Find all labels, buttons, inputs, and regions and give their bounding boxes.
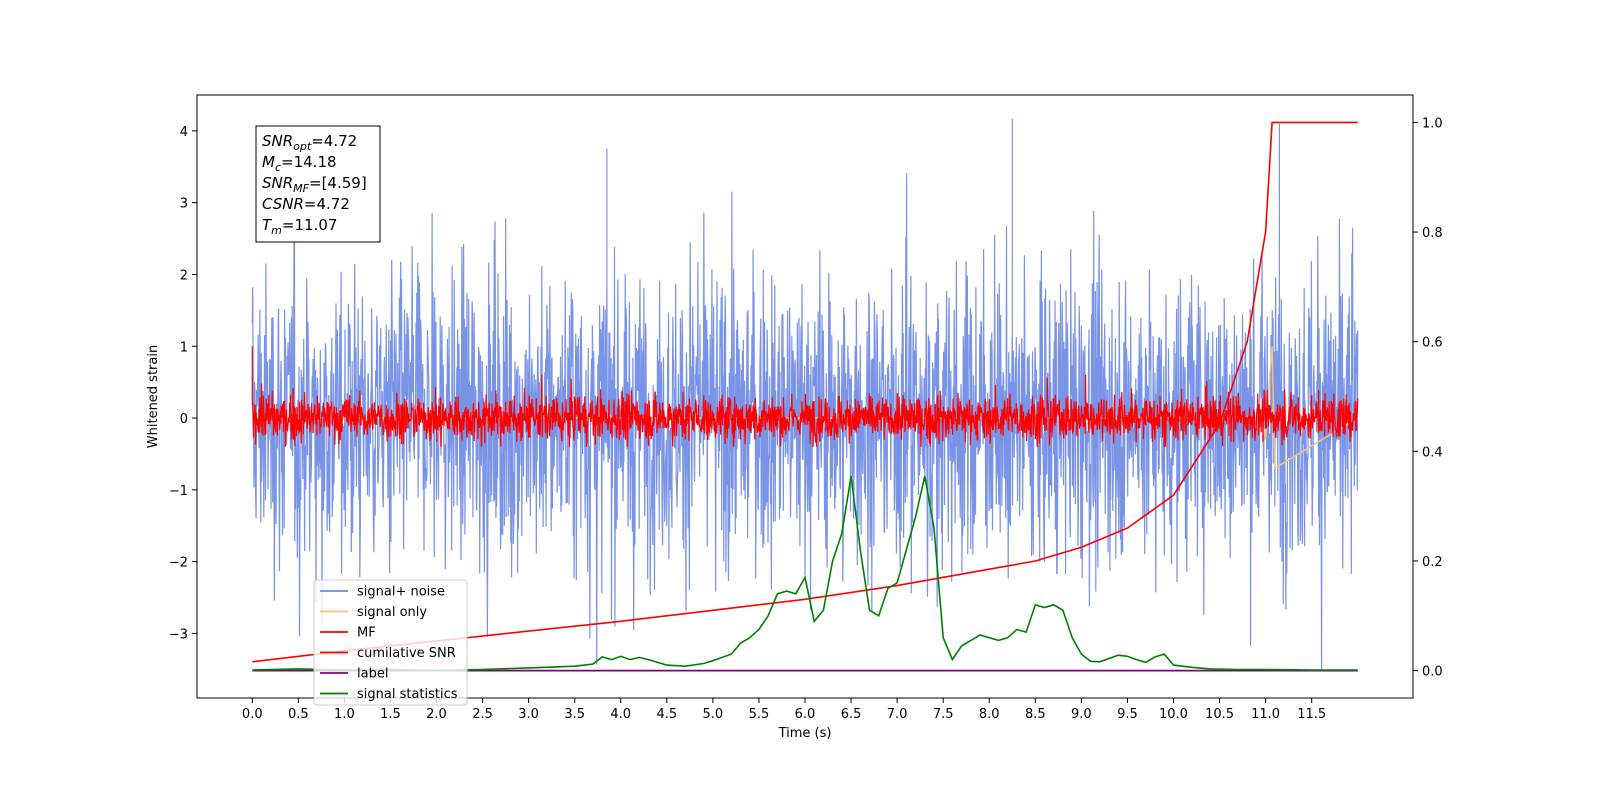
- y-tick-label-left: 0: [180, 412, 188, 427]
- y-axis-right: 0.0 0.2 0.4 0.6 0.8 1.0: [1413, 116, 1443, 680]
- annotation-subscript: opt: [293, 140, 312, 153]
- annotation-line: CSNR=4.72: [262, 195, 350, 213]
- series-signal-noise: [251, 118, 1359, 670]
- x-tick-label: 6.0: [795, 707, 816, 722]
- x-tick-label: 0.5: [288, 707, 309, 722]
- y-tick-label-left: 2: [180, 268, 188, 283]
- x-tick-label: 3.0: [518, 707, 539, 722]
- annotation-symbol: T: [262, 216, 273, 234]
- legend-frame: [313, 579, 468, 706]
- x-tick-label: 2.0: [426, 707, 447, 722]
- x-tick-label: 5.0: [703, 707, 724, 722]
- y-tick-label-left: −2: [169, 556, 188, 571]
- annotation-symbol: SNR: [262, 174, 293, 192]
- annotation-symbol: CSNR: [262, 195, 304, 213]
- annotation-value: =11.07: [282, 216, 338, 234]
- annotation-line: SNRMF=[4.59]: [262, 174, 367, 195]
- annotation-frame: [255, 125, 381, 243]
- y-tick-label-right: 0.8: [1422, 226, 1443, 241]
- legend-entry: MF: [357, 626, 376, 641]
- y-tick-label-right: 0.0: [1422, 665, 1443, 680]
- y-tick-label-left: 4: [180, 125, 188, 140]
- x-tick-label: 3.5: [564, 707, 585, 722]
- legend-entry: cumilative SNR: [357, 646, 456, 661]
- legend-entry: signal only: [357, 605, 427, 620]
- x-tick-label: 2.5: [472, 707, 493, 722]
- y-tick-label-right: 1.0: [1422, 116, 1443, 131]
- x-tick-label: 0.0: [242, 707, 263, 722]
- x-tick-label: 8.0: [979, 707, 1000, 722]
- y-tick-label-left: 3: [180, 197, 188, 212]
- x-tick-label: 9.5: [1117, 707, 1138, 722]
- x-tick-label: 1.0: [334, 707, 355, 722]
- series-signal-statistics: [252, 475, 1358, 672]
- y-tick-label-left: −1: [169, 484, 188, 499]
- annotation-symbol: M: [262, 153, 275, 171]
- annotation-value: =4.72: [304, 195, 350, 213]
- legend-entry: signal statistics: [357, 687, 458, 702]
- x-tick-label: 1.5: [380, 707, 401, 722]
- annotation-line: Tm=11.07: [262, 216, 337, 237]
- x-tick-label: 11.0: [1251, 707, 1280, 722]
- annotation-subscript: MF: [293, 182, 309, 195]
- annotation-subscript: c: [275, 161, 281, 174]
- x-axis: 0.0 0.5 1.0 1.5 2.0 2.5 3.0 3.5 4.0 4.5 5.0 5.5 6.0 6…: [242, 698, 1326, 722]
- y-tick-label-right: 0.2: [1422, 555, 1443, 570]
- x-tick-label: 9.0: [1071, 707, 1092, 722]
- x-tick-label: 6.5: [841, 707, 862, 722]
- x-tick-label: 4.5: [656, 707, 677, 722]
- annotation-line: Mc=14.18: [262, 153, 337, 174]
- annotation-value: =[4.59]: [309, 174, 367, 192]
- legend-entry: label: [357, 667, 388, 682]
- x-tick-label: 10.5: [1205, 707, 1234, 722]
- x-tick-label: 7.5: [933, 707, 954, 722]
- x-axis-label: Time (s): [778, 726, 832, 741]
- series-cumulative-snr: [252, 121, 1358, 663]
- y-axis-label: Whitened strain: [146, 345, 161, 448]
- x-tick-label: 10.0: [1159, 707, 1188, 722]
- x-tick-label: 11.5: [1297, 707, 1326, 722]
- y-tick-label-right: 0.6: [1422, 336, 1443, 351]
- x-tick-label: 5.5: [749, 707, 770, 722]
- x-tick-label: 7.0: [887, 707, 908, 722]
- legend: signal+ noise signal only MF cumilative SNR…: [313, 579, 468, 706]
- y-tick-label-left: 1: [180, 340, 188, 355]
- stats-annotation-box: SNRopt=4.72Mc=14.18SNRMF=[4.59]CSNR=4.72…: [255, 125, 381, 243]
- y-tick-label-right: 0.4: [1422, 445, 1443, 460]
- x-tick-label: 8.5: [1025, 707, 1046, 722]
- series-mf: [251, 346, 1359, 447]
- annotation-value: =14.18: [281, 153, 337, 171]
- annotation-subscript: m: [271, 224, 282, 237]
- legend-entry: signal+ noise: [357, 585, 445, 600]
- annotation-line: SNRopt=4.72: [262, 132, 357, 153]
- annotation-value: =4.72: [311, 132, 357, 150]
- y-axis-left: −3 −2 −1 0 1 2 3 4: [169, 125, 197, 642]
- y-tick-label-left: −3: [169, 627, 188, 642]
- x-tick-label: 4.0: [610, 707, 631, 722]
- annotation-symbol: SNR: [262, 132, 293, 150]
